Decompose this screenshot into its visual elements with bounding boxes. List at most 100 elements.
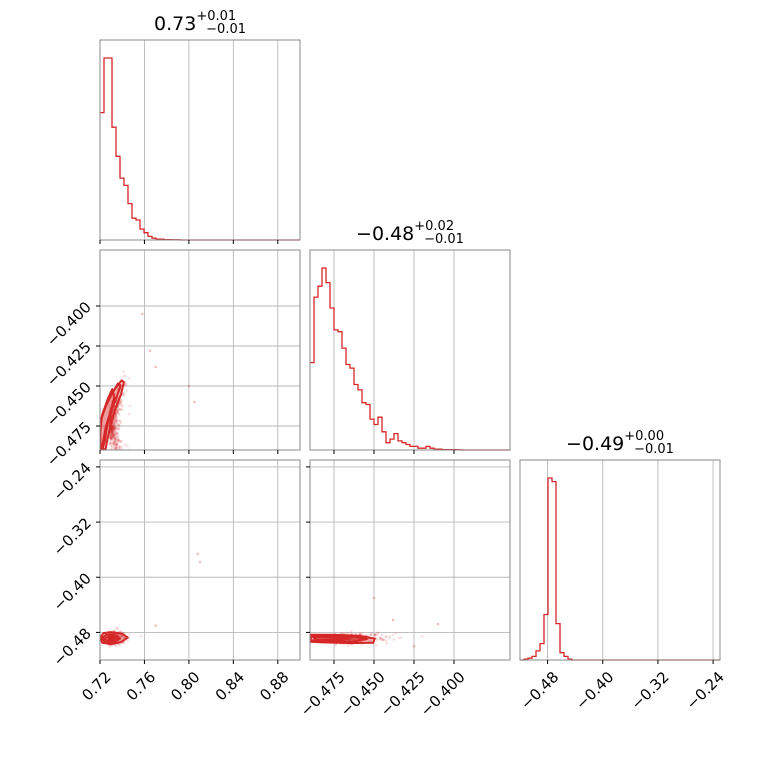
scatter-point xyxy=(360,632,364,635)
scatter-point xyxy=(125,383,128,387)
scatter-point xyxy=(381,638,385,641)
scatter-point xyxy=(110,437,114,440)
scatter-point xyxy=(118,402,121,406)
scatter-outlier xyxy=(198,560,202,564)
scatter-point xyxy=(117,409,120,412)
scatter-point xyxy=(388,636,391,640)
scatter-point xyxy=(113,420,116,424)
scatter-point xyxy=(114,419,118,422)
scatter-point xyxy=(110,446,114,449)
contour-layer xyxy=(100,379,376,646)
scatter-point xyxy=(110,429,114,432)
scatter-point xyxy=(110,434,113,438)
scatter-point xyxy=(113,418,117,422)
scatter-point xyxy=(113,434,116,438)
scatter-point xyxy=(109,637,112,640)
scatter-point xyxy=(115,447,118,450)
scatter-point xyxy=(110,425,114,428)
scatter-point xyxy=(110,427,114,430)
scatter-point xyxy=(116,419,119,423)
scatter-point xyxy=(369,633,373,637)
scatter-point xyxy=(114,429,118,432)
scatter-point xyxy=(114,414,117,418)
scatter-point xyxy=(376,637,379,640)
scatter-point xyxy=(111,432,115,436)
scatter-point xyxy=(110,436,113,440)
scatter-point xyxy=(109,437,113,441)
scatter-point xyxy=(108,645,111,649)
x-tick-label: 0.76 xyxy=(123,668,159,704)
scatter-point xyxy=(107,637,110,641)
scatter-point xyxy=(116,408,119,412)
scatter-point xyxy=(116,410,119,413)
scatter-point xyxy=(115,424,118,428)
scatter-point xyxy=(113,419,116,422)
scatter-point xyxy=(114,432,118,436)
scatter-point xyxy=(111,440,114,444)
scatter-point xyxy=(113,431,116,435)
scatter-point xyxy=(115,446,119,450)
scatter-point xyxy=(116,454,119,457)
contours-1-2 xyxy=(310,633,376,645)
scatter-point xyxy=(116,439,119,442)
scatter-point xyxy=(117,424,121,428)
scatter-point xyxy=(382,638,386,642)
scatter-point xyxy=(112,436,115,440)
scatter-point xyxy=(111,427,115,430)
scatter-point xyxy=(107,637,110,640)
scatter-point xyxy=(113,426,116,429)
scatter-point xyxy=(114,433,117,437)
scatter-point xyxy=(115,418,119,421)
scatter-outlier xyxy=(193,400,196,404)
contour-level xyxy=(102,635,116,642)
scatter-point xyxy=(111,435,114,438)
scatter-point xyxy=(113,425,116,428)
scatter-point xyxy=(114,636,118,640)
scatter-point xyxy=(392,633,395,637)
scatter-point xyxy=(124,382,127,386)
x-tick-label: −0.40 xyxy=(572,668,617,713)
scatter-point xyxy=(109,637,113,640)
scatter-point xyxy=(116,438,120,442)
scatter-point xyxy=(107,637,111,640)
scatter-point xyxy=(111,435,114,439)
scatter-point xyxy=(114,415,117,418)
scatter-point xyxy=(112,427,116,431)
scatter-point xyxy=(109,441,112,445)
scatter-point xyxy=(114,421,117,424)
contours-0-1 xyxy=(100,379,125,450)
scatter-point xyxy=(113,424,117,428)
scatter-point xyxy=(124,381,127,384)
scatter-point xyxy=(116,427,119,431)
scatter-point xyxy=(114,451,117,454)
scatter-point xyxy=(334,643,337,647)
scatter-point xyxy=(368,633,372,637)
scatter-point xyxy=(110,438,113,441)
scatter-panel-1-2 xyxy=(309,459,511,661)
scatter-point xyxy=(380,637,384,641)
x-tick-label: −0.24 xyxy=(683,668,728,713)
scatter-point xyxy=(110,430,114,433)
scatter-point xyxy=(113,426,117,430)
scatter-point xyxy=(374,633,377,637)
scatter-outlier xyxy=(412,644,416,648)
scatter-point xyxy=(113,439,117,442)
scatter-point xyxy=(110,427,114,430)
scatter-point xyxy=(109,436,112,439)
scatter-point xyxy=(118,630,121,633)
scatter-point xyxy=(113,427,117,430)
scatter-point xyxy=(378,636,382,640)
scatter-point xyxy=(115,451,118,454)
scatter-point xyxy=(388,634,392,638)
scatter-point xyxy=(379,638,383,641)
scatter-outlier xyxy=(154,365,157,369)
scatter-point xyxy=(115,417,118,421)
x-tick-label: −0.400 xyxy=(417,668,469,720)
scatter-point xyxy=(118,445,122,449)
scatter-point xyxy=(116,410,120,414)
scatter-point xyxy=(118,456,121,459)
scatter-point xyxy=(111,426,115,430)
scatter-point xyxy=(113,430,117,433)
scatter-point xyxy=(348,637,352,641)
scatter-point xyxy=(109,637,113,640)
